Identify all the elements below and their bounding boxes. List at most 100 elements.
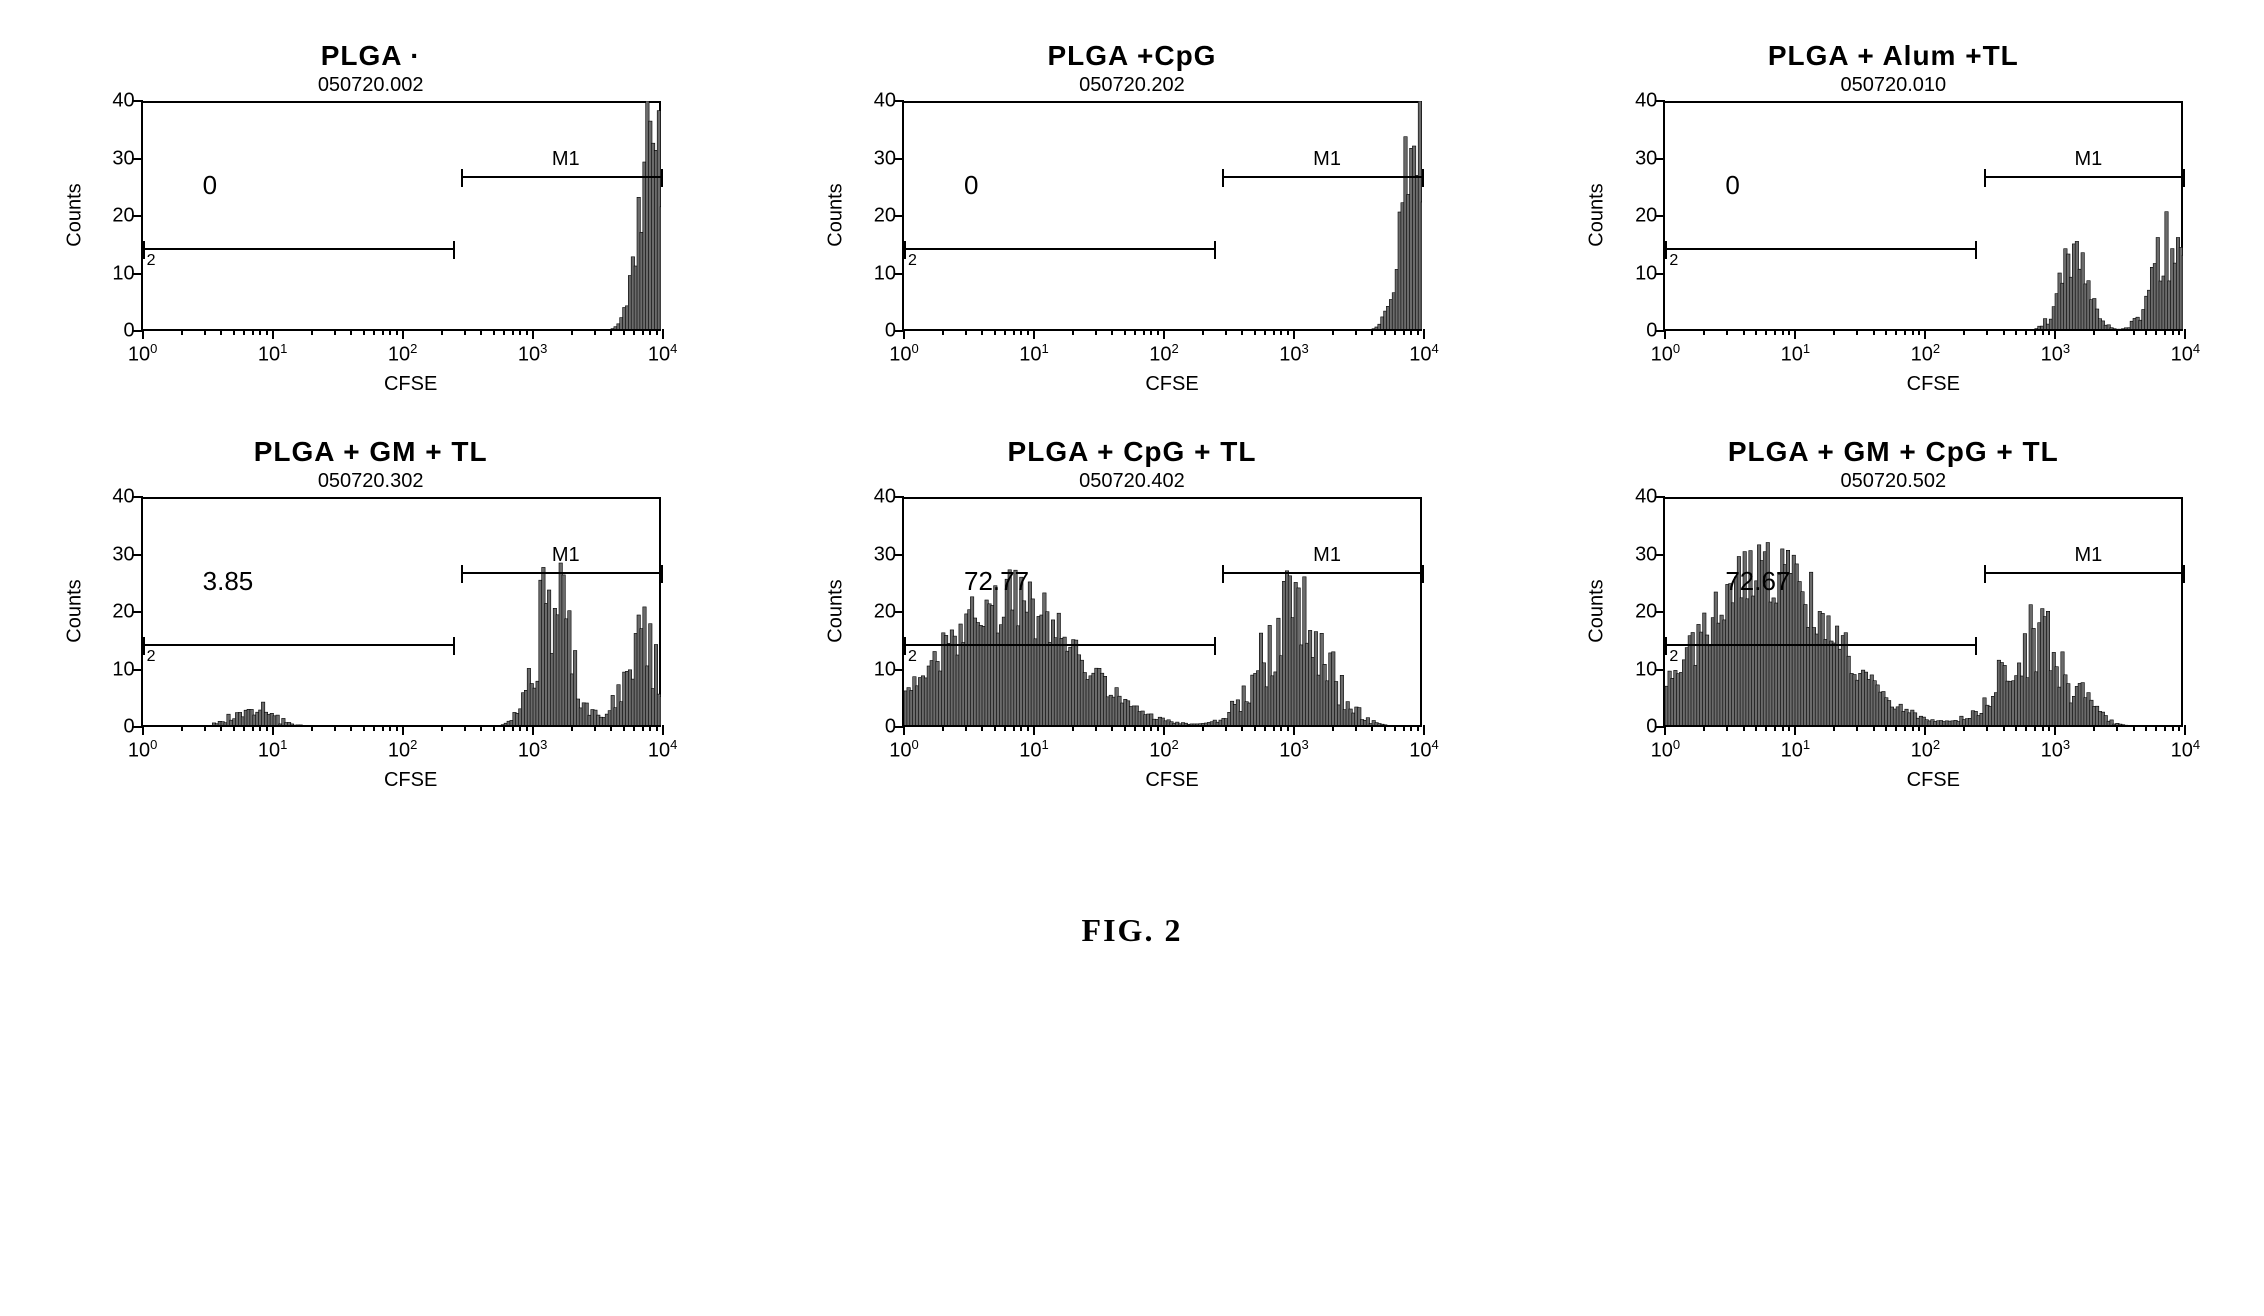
- y-tick-label: 10: [1617, 658, 1657, 681]
- panel-title: PLGA + GM + TL: [61, 436, 681, 468]
- gate-m2: [143, 644, 455, 646]
- gate-m2: [1665, 644, 1977, 646]
- histogram: [143, 497, 661, 725]
- y-axis-title: Counts: [1586, 183, 1609, 246]
- gate-label-m1: M1: [1313, 148, 1341, 171]
- y-tick-label: 0: [856, 320, 896, 343]
- y-tick-label: 0: [95, 320, 135, 343]
- gate-label-m1: M1: [1313, 544, 1341, 567]
- y-tick-label: 30: [1617, 543, 1657, 566]
- x-tick-label: 101: [1781, 341, 1810, 367]
- y-tick-label: 40: [1617, 486, 1657, 509]
- plot-area: 010203040Counts100101102103104M120: [902, 101, 1422, 331]
- gate-label-m1: M1: [552, 148, 580, 171]
- facs-panel: PLGA + GM + CpG + TL050720.502010203040C…: [1583, 436, 2203, 792]
- panel-title: PLGA + Alum +TL: [1583, 40, 2203, 72]
- gate-label-m2: 2: [1669, 648, 1678, 666]
- y-tick-label: 20: [95, 601, 135, 624]
- x-tick-label: 100: [889, 737, 918, 763]
- x-tick-label: 102: [388, 341, 417, 367]
- x-tick-label: 102: [388, 737, 417, 763]
- x-tick-label: 101: [1019, 737, 1048, 763]
- gate-m1: [1222, 176, 1424, 178]
- x-tick-label: 103: [2041, 341, 2070, 367]
- y-tick-label: 30: [95, 543, 135, 566]
- y-tick-label: 30: [856, 147, 896, 170]
- facs-panel: PLGA +CpG050720.202010203040Counts100101…: [822, 40, 1442, 396]
- panel-subtitle: 050720.010: [1583, 74, 2203, 97]
- plot-area: 010203040Counts100101102103104M123.85: [141, 497, 661, 727]
- panel-subtitle: 050720.402: [822, 470, 1442, 493]
- y-tick-label: 30: [1617, 147, 1657, 170]
- y-tick-label: 40: [95, 90, 135, 113]
- y-axis-title: Counts: [824, 579, 847, 642]
- x-tick-label: 103: [518, 341, 547, 367]
- x-tick-label: 100: [128, 737, 157, 763]
- panel-subtitle: 050720.502: [1583, 470, 2203, 493]
- y-tick-label: 0: [856, 716, 896, 739]
- x-tick-label: 104: [2171, 341, 2200, 367]
- panel-title: PLGA + CpG + TL: [822, 436, 1442, 468]
- y-tick-label: 20: [1617, 205, 1657, 228]
- x-axis-title: CFSE: [141, 769, 681, 792]
- plot-area: 010203040Counts100101102103104M1272.77: [902, 497, 1422, 727]
- plot-area: 010203040Counts100101102103104M120: [1663, 101, 2183, 331]
- x-tick-label: 104: [2171, 737, 2200, 763]
- x-tick-label: 102: [1149, 737, 1178, 763]
- y-tick-label: 0: [95, 716, 135, 739]
- gate-label-m2: 2: [147, 648, 156, 666]
- y-tick-label: 40: [856, 486, 896, 509]
- gate-m2: [904, 248, 1216, 250]
- x-tick-label: 104: [1409, 737, 1438, 763]
- x-tick-label: 103: [1279, 341, 1308, 367]
- x-tick-label: 101: [258, 341, 287, 367]
- y-tick-label: 10: [856, 658, 896, 681]
- histogram: [904, 101, 1422, 329]
- x-axis-title: CFSE: [141, 373, 681, 396]
- gate-m2: [904, 644, 1216, 646]
- x-axis-title: CFSE: [1663, 769, 2203, 792]
- gate-percent-value: 0: [1725, 170, 1739, 201]
- y-tick-label: 40: [95, 486, 135, 509]
- y-tick-label: 20: [1617, 601, 1657, 624]
- x-tick-label: 103: [1279, 737, 1308, 763]
- gate-percent-value: 72.67: [1725, 566, 1790, 597]
- panel-subtitle: 050720.302: [61, 470, 681, 493]
- y-axis-title: Counts: [63, 183, 86, 246]
- facs-panel: PLGA + GM + TL050720.302 0 10 20 30 40 Counts 1…: [61, 436, 681, 792]
- y-tick-label: 40: [1617, 90, 1657, 113]
- x-tick-label: 100: [1651, 341, 1680, 367]
- x-tick-label: 102: [1911, 341, 1940, 367]
- y-tick-label: 10: [95, 658, 135, 681]
- y-tick-label: 10: [95, 262, 135, 285]
- x-tick-label: 101: [1781, 737, 1810, 763]
- histogram: [904, 497, 1422, 725]
- x-axis-title: CFSE: [1663, 373, 2203, 396]
- gate-label-m2: 2: [908, 252, 917, 270]
- y-tick-label: 0: [1617, 716, 1657, 739]
- histogram: [143, 101, 661, 329]
- y-tick-label: 20: [856, 601, 896, 624]
- y-tick-label: 10: [856, 262, 896, 285]
- x-tick-label: 103: [2041, 737, 2070, 763]
- plot-area: 010203040Counts100101102103104M1272.67: [1663, 497, 2183, 727]
- figure-container: PLGA ·050720.002010203040Counts100101102…: [40, 40, 2224, 949]
- gate-m1: [1222, 572, 1424, 574]
- gate-percent-value: 3.85: [203, 566, 254, 597]
- x-tick-label: 100: [128, 341, 157, 367]
- y-tick-label: 10: [1617, 262, 1657, 285]
- y-tick-label: 0: [1617, 320, 1657, 343]
- y-axis-title: Counts: [1586, 579, 1609, 642]
- y-axis-title: Counts: [63, 579, 86, 642]
- x-tick-label: 104: [648, 737, 677, 763]
- x-tick-label: 100: [889, 341, 918, 367]
- y-axis-title: Counts: [824, 183, 847, 246]
- x-axis-title: CFSE: [902, 373, 1442, 396]
- y-tick-label: 30: [95, 147, 135, 170]
- gate-m1: [461, 176, 663, 178]
- y-tick-label: 20: [856, 205, 896, 228]
- y-tick-label: 30: [856, 543, 896, 566]
- x-tick-label: 103: [518, 737, 547, 763]
- x-tick-label: 104: [1409, 341, 1438, 367]
- x-tick-label: 101: [258, 737, 287, 763]
